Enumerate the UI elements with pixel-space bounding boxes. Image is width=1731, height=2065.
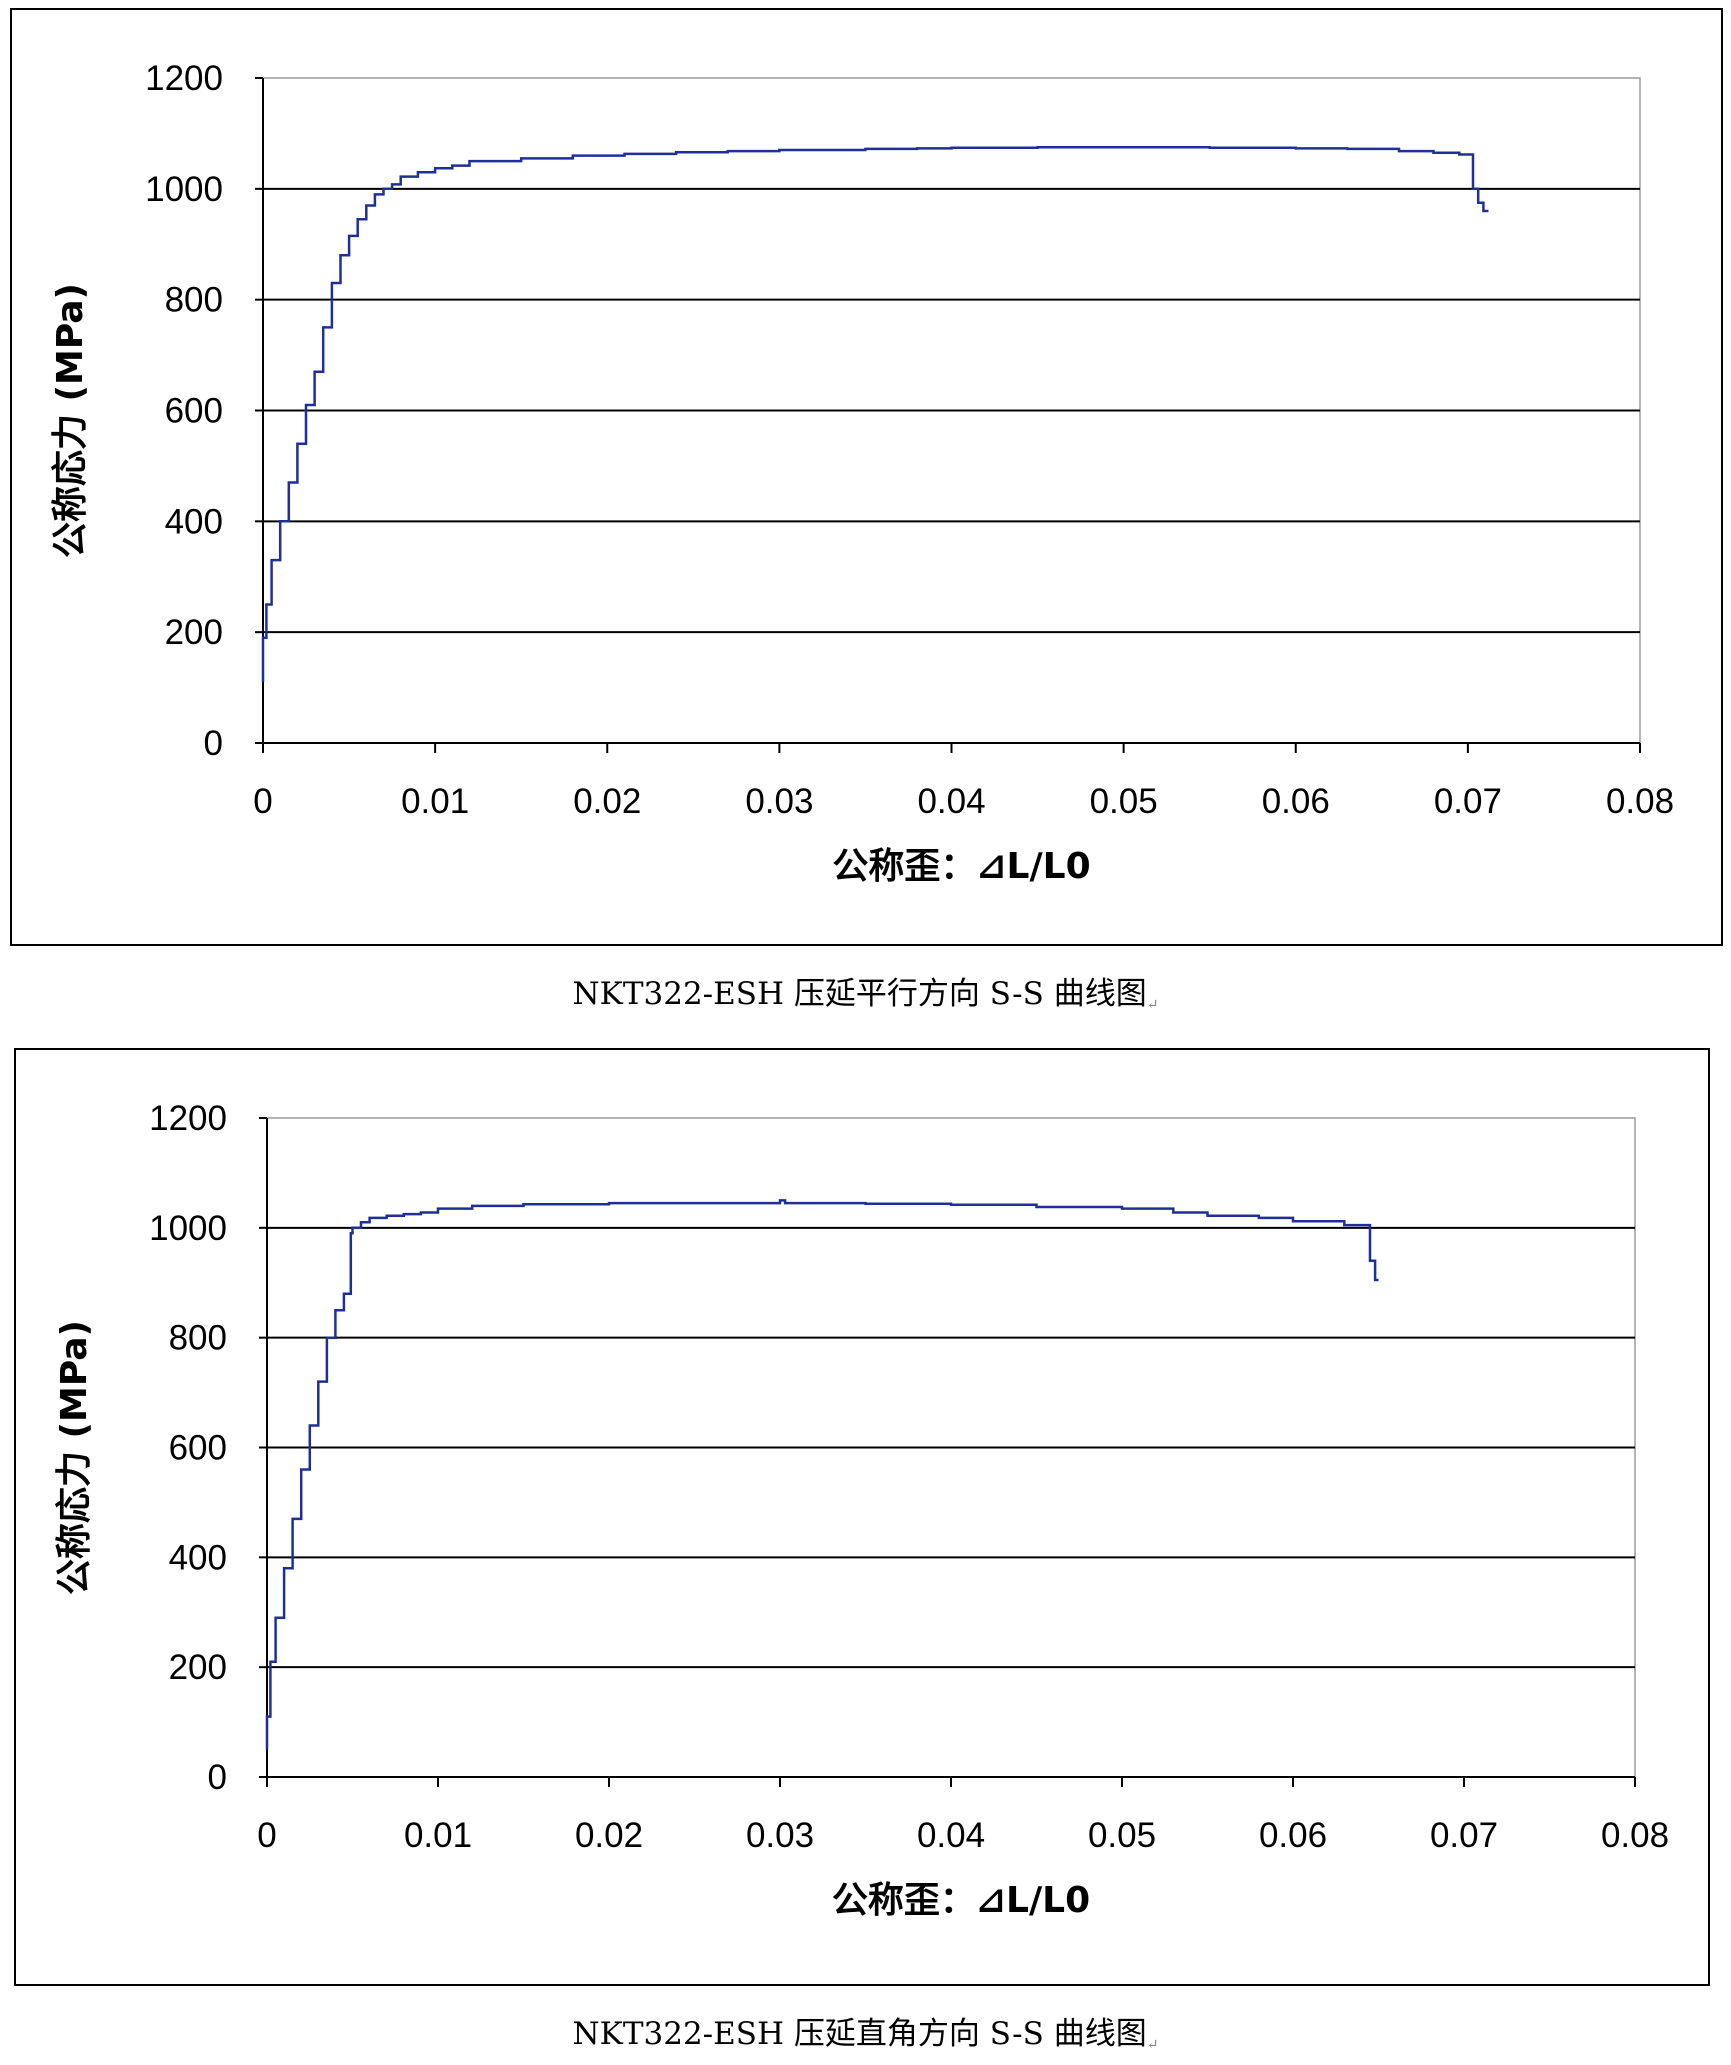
x-tick-label: 0.07 [1430, 1816, 1498, 1855]
x-tick-label: 0.06 [1262, 782, 1330, 821]
x-tick-label: 0.08 [1601, 1816, 1669, 1855]
y-tick-label: 1000 [145, 170, 223, 209]
caption-parallel: NKT322-ESH 压延平行方向 S-S 曲线图↵ [0, 968, 1731, 1013]
x-tick-label: 0.07 [1434, 782, 1502, 821]
x-tick-label: 0 [253, 782, 272, 821]
x-tick-label: 0.08 [1606, 782, 1674, 821]
x-axis-label: 公称歪：⊿L/L0 [832, 846, 1090, 887]
y-axis-label: 公称応力 (MPa) [54, 1320, 95, 1595]
x-tick-label: 0.02 [575, 1816, 643, 1855]
y-axis-label: 公称応力 (MPa) [50, 283, 91, 558]
chart-frame-parallel: 0 200 400 600 800 1000 1200 0 0.01 0.02 0.03 0.04 0.… [10, 8, 1723, 946]
series-line [261, 146, 1489, 682]
x-tick-label: 0.02 [573, 782, 641, 821]
x-tick-label: 0.06 [1259, 1816, 1327, 1855]
y-tick-label: 800 [169, 1319, 227, 1358]
stress-strain-chart-perpendicular: 0 200 400 600 800 1000 1200 0 0.01 0.02 0.03 0.04 0.… [54, 1099, 1669, 1921]
y-tick-label: 600 [165, 392, 223, 431]
y-tick-label: 400 [165, 502, 223, 541]
y-tick-label: 600 [169, 1429, 227, 1468]
y-tick-label: 200 [165, 613, 223, 652]
x-tick-label: 0.04 [917, 782, 985, 821]
x-tick-label: 0.03 [745, 782, 813, 821]
chart-frame-perpendicular: 0 200 400 600 800 1000 1200 0 0.01 0.02 0.03 0.04 0.… [14, 1048, 1710, 1986]
y-tick-label: 0 [208, 1758, 227, 1797]
x-tick-label: 0.04 [917, 1816, 985, 1855]
y-tick-label: 800 [165, 281, 223, 320]
paragraph-mark-icon: ↵ [1146, 997, 1159, 1013]
x-tick-label: 0.01 [404, 1816, 472, 1855]
y-tick-label: 1000 [149, 1209, 227, 1248]
y-tick-label: 1200 [145, 59, 223, 98]
x-axis-label: 公称歪：⊿L/L0 [832, 1880, 1090, 1921]
caption-text: NKT322-ESH 压延直角方向 S-S 曲线图 [572, 2016, 1147, 2052]
caption-perpendicular: NKT322-ESH 压延直角方向 S-S 曲线图↵ [0, 2008, 1731, 2053]
y-tick-label: 200 [169, 1648, 227, 1687]
x-tick-label: 0 [257, 1816, 276, 1855]
x-tick-label: 0.03 [746, 1816, 814, 1855]
x-tick-label: 0.05 [1088, 1816, 1156, 1855]
paragraph-mark-icon: ↵ [1146, 2037, 1159, 2053]
y-tick-label: 0 [204, 724, 223, 763]
x-tick-label: 0.01 [401, 782, 469, 821]
caption-text: NKT322-ESH 压延平行方向 S-S 曲线图 [572, 976, 1147, 1012]
y-tick-label: 400 [169, 1538, 227, 1577]
y-tick-label: 1200 [149, 1099, 227, 1138]
x-tick-label: 0.05 [1090, 782, 1158, 821]
stress-strain-chart-parallel: 0 200 400 600 800 1000 1200 0 0.01 0.02 0.03 0.04 0.… [50, 59, 1674, 887]
